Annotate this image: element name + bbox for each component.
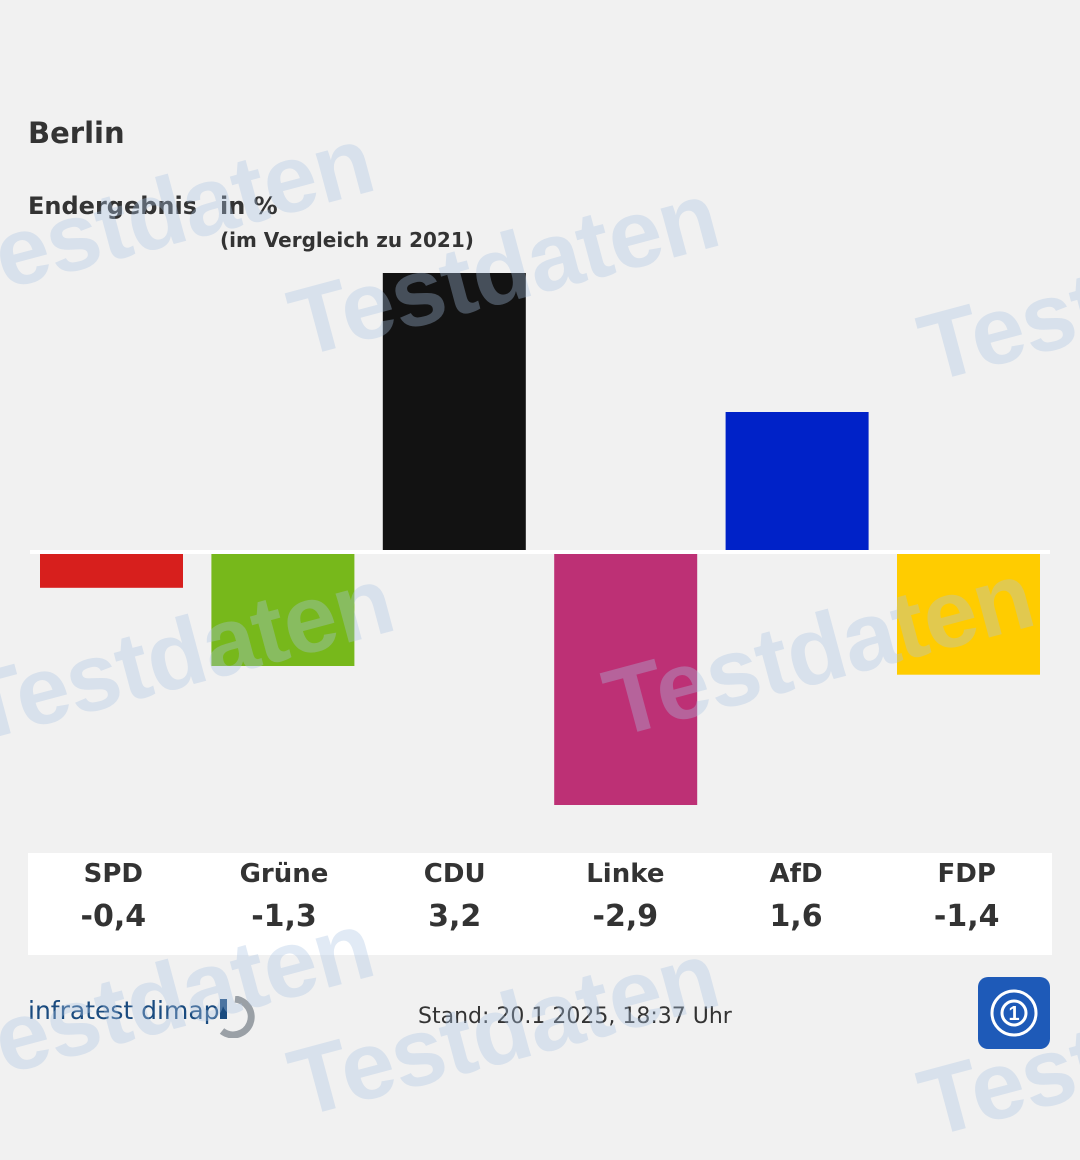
party-name: CDU — [423, 859, 486, 889]
party-column: FDP -1,4 — [881, 853, 1052, 955]
party-column: Grüne -1,3 — [199, 853, 370, 955]
party-value: 3,2 — [428, 899, 482, 934]
party-value: -1,4 — [933, 899, 1000, 934]
infratest-logo-icon — [219, 996, 255, 1038]
watermark-text: Testdaten — [908, 941, 1080, 1158]
bar-chart — [30, 273, 1050, 805]
timestamp: Stand: 20.1 2025, 18:37 Uhr — [418, 1004, 732, 1029]
party-value: 1,6 — [769, 899, 823, 934]
party-value: -1,3 — [251, 899, 317, 934]
chart-title: Berlin — [28, 116, 125, 150]
bar-spd — [40, 553, 183, 588]
party-name: AfD — [769, 859, 823, 889]
party-value: -0,4 — [80, 899, 147, 934]
source-logo-text: infratest dimap — [28, 996, 220, 1025]
party-name: Linke — [586, 859, 665, 889]
bar-afd — [725, 412, 869, 551]
result-label: Endergebnis — [28, 192, 198, 220]
tagesschau-logo-icon: 1 — [978, 977, 1050, 1049]
unit-label: in % — [220, 192, 278, 220]
party-column: Linke -2,9 — [540, 853, 711, 955]
party-column: AfD 1,6 — [711, 853, 882, 955]
bar-grüne — [211, 553, 355, 666]
bar-cdu — [382, 273, 526, 551]
party-column: CDU 3,2 — [369, 853, 540, 955]
party-name: SPD — [83, 859, 144, 889]
svg-text:1: 1 — [1008, 1003, 1019, 1025]
bar-fdp — [897, 553, 1040, 675]
comparison-label: (im Vergleich zu 2021) — [220, 228, 474, 252]
party-name: Grüne — [239, 859, 329, 889]
party-value: -2,9 — [592, 899, 659, 934]
bar-linke — [554, 553, 698, 805]
value-table: SPD -0,4 Grüne -1,3 CDU 3,2 Linke -2,9 AfD 1,6 FDP… — [28, 853, 1052, 955]
party-column: SPD -0,4 — [28, 853, 199, 955]
zero-baseline — [30, 550, 1050, 554]
party-name: FDP — [937, 859, 996, 889]
